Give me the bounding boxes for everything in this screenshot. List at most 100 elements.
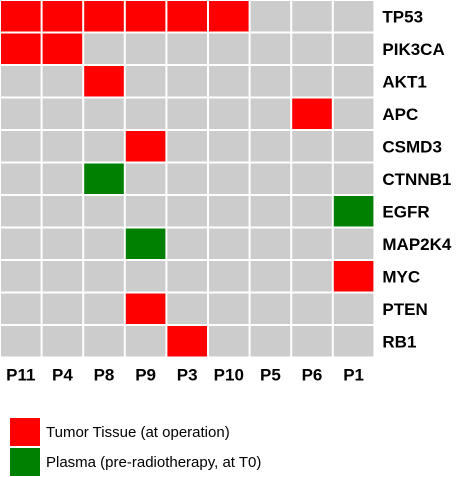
heatmap-cell-myc-p4 — [42, 261, 83, 292]
legend: Tumor Tissue (at operation) Plasma (pre-… — [10, 417, 261, 477]
heatmap-cell-rb1-p8 — [84, 326, 124, 357]
heatmap-cell-tp53-p8 — [84, 1, 124, 32]
heatmap-cell-pik3ca-p9 — [125, 33, 166, 64]
row-label-pik3ca: PIK3CA — [382, 40, 444, 59]
heatmap-cell-map2k4-p11 — [1, 228, 41, 259]
heatmap-cell-akt1-p10 — [209, 66, 249, 97]
heatmap-cell-tp53-p1 — [333, 1, 374, 32]
heatmap-cell-tp53-p5 — [250, 1, 291, 32]
heatmap-cell-pten-p3 — [167, 293, 207, 324]
heatmap-cell-apc-p9 — [125, 98, 166, 129]
heatmap-cell-rb1-p3 — [167, 326, 207, 357]
heatmap-cell-pten-p8 — [84, 293, 124, 324]
heatmap-cell-akt1-p6 — [292, 66, 332, 97]
heatmap-cell-egfr-p6 — [292, 196, 332, 227]
row-label-tp53: TP53 — [382, 7, 423, 26]
column-label-p8: P8 — [94, 366, 115, 385]
heatmap-cell-tp53-p4 — [42, 1, 83, 32]
heatmap-cell-ctnnb1-p8 — [84, 163, 124, 194]
heatmap-cell-rb1-p9 — [125, 326, 166, 357]
row-label-akt1: AKT1 — [382, 72, 426, 91]
heatmap-cell-ctnnb1-p3 — [167, 163, 207, 194]
row-label-pten: PTEN — [382, 300, 427, 319]
heatmap-chart: TP53 PIK3CA AKT1 APC CSMD3 CTNNB1 EGFR MAP2K4 MY… — [1, 1, 452, 385]
heatmap-cell-egfr-p9 — [125, 196, 166, 227]
heatmap-cell-myc-p11 — [1, 261, 41, 292]
heatmap-cell-pten-p10 — [209, 293, 249, 324]
heatmap-cell-rb1-p10 — [209, 326, 249, 357]
heatmap-cell-apc-p10 — [209, 98, 249, 129]
heatmap-cell-tp53-p10 — [209, 1, 249, 32]
heatmap-cell-myc-p9 — [125, 261, 166, 292]
heatmap-cell-map2k4-p5 — [250, 228, 291, 259]
heatmap-cell-ctnnb1-p10 — [209, 163, 249, 194]
heatmap-cell-egfr-p5 — [250, 196, 291, 227]
heatmap-cell-egfr-p1 — [333, 196, 374, 227]
heatmap-cell-pten-p6 — [292, 293, 332, 324]
heatmap-cell-map2k4-p1 — [333, 228, 374, 259]
heatmap-cell-akt1-p9 — [125, 66, 166, 97]
heatmap-cell-ctnnb1-p5 — [250, 163, 291, 194]
row-label-map2k4: MAP2K4 — [382, 235, 452, 254]
heatmap-cell-akt1-p11 — [1, 66, 41, 97]
heatmap-cell-pik3ca-p1 — [333, 33, 374, 64]
heatmap-cell-myc-p10 — [209, 261, 249, 292]
heatmap-cell-pten-p4 — [42, 293, 83, 324]
row-label-egfr: EGFR — [382, 202, 429, 221]
heatmap-cell-csmd3-p9 — [125, 131, 166, 162]
heatmap-cell-map2k4-p10 — [209, 228, 249, 259]
heatmap-cell-csmd3-p11 — [1, 131, 41, 162]
heatmap-cell-pik3ca-p8 — [84, 33, 124, 64]
heatmap-cell-rb1-p6 — [292, 326, 332, 357]
heatmap-cell-myc-p5 — [250, 261, 291, 292]
heatmap-cell-rb1-p4 — [42, 326, 83, 357]
heatmap-cell-apc-p8 — [84, 98, 124, 129]
column-label-p9: P9 — [135, 366, 156, 385]
heatmap-cell-ctnnb1-p4 — [42, 163, 83, 194]
heatmap-cell-csmd3-p3 — [167, 131, 207, 162]
heatmap-cell-akt1-p4 — [42, 66, 83, 97]
legend-label-tumor: Tumor Tissue (at operation) — [46, 423, 230, 441]
heatmap-cell-csmd3-p10 — [209, 131, 249, 162]
heatmap-cell-pten-p11 — [1, 293, 41, 324]
heatmap-cell-myc-p6 — [292, 261, 332, 292]
heatmap-cell-map2k4-p9 — [125, 228, 166, 259]
heatmap-cell-apc-p6 — [292, 98, 332, 129]
heatmap-cell-pik3ca-p5 — [250, 33, 291, 64]
row-label-apc: APC — [382, 105, 418, 124]
heatmap-cell-map2k4-p3 — [167, 228, 207, 259]
heatmap-cell-csmd3-p1 — [333, 131, 374, 162]
heatmap-cell-egfr-p11 — [1, 196, 41, 227]
heatmap-cell-apc-p4 — [42, 98, 83, 129]
heatmap-cell-myc-p1 — [333, 261, 374, 292]
column-label-p4: P4 — [52, 366, 73, 385]
heatmap-cell-apc-p1 — [333, 98, 374, 129]
column-label-p6: P6 — [302, 366, 323, 385]
heatmap-cell-pik3ca-p6 — [292, 33, 332, 64]
heatmap-cell-pten-p9 — [125, 293, 166, 324]
column-label-p1: P1 — [343, 366, 364, 385]
heatmap-cell-akt1-p1 — [333, 66, 374, 97]
heatmap-cell-ctnnb1-p6 — [292, 163, 332, 194]
heatmap-cell-pten-p1 — [333, 293, 374, 324]
heatmap-cell-tp53-p9 — [125, 1, 166, 32]
heatmap-cell-csmd3-p5 — [250, 131, 291, 162]
row-label-rb1: RB1 — [382, 332, 416, 351]
heatmap-cell-apc-p3 — [167, 98, 207, 129]
heatmap-cell-csmd3-p4 — [42, 131, 83, 162]
heatmap-cell-tp53-p11 — [1, 1, 41, 32]
heatmap-cell-ctnnb1-p9 — [125, 163, 166, 194]
heatmap-cell-egfr-p10 — [209, 196, 249, 227]
heatmap-cell-map2k4-p4 — [42, 228, 83, 259]
heatmap-cell-akt1-p3 — [167, 66, 207, 97]
heatmap-cell-tp53-p3 — [167, 1, 207, 32]
column-label-p11: P11 — [6, 366, 35, 385]
heatmap-cell-rb1-p5 — [250, 326, 291, 357]
row-label-myc: MYC — [382, 267, 420, 286]
heatmap-cell-csmd3-p6 — [292, 131, 332, 162]
heatmap-cell-rb1-p11 — [1, 326, 41, 357]
column-label-p10: P10 — [214, 366, 244, 385]
row-label-csmd3: CSMD3 — [382, 137, 442, 156]
heatmap-cell-pik3ca-p11 — [1, 33, 41, 64]
heatmap-cell-pik3ca-p4 — [42, 33, 83, 64]
